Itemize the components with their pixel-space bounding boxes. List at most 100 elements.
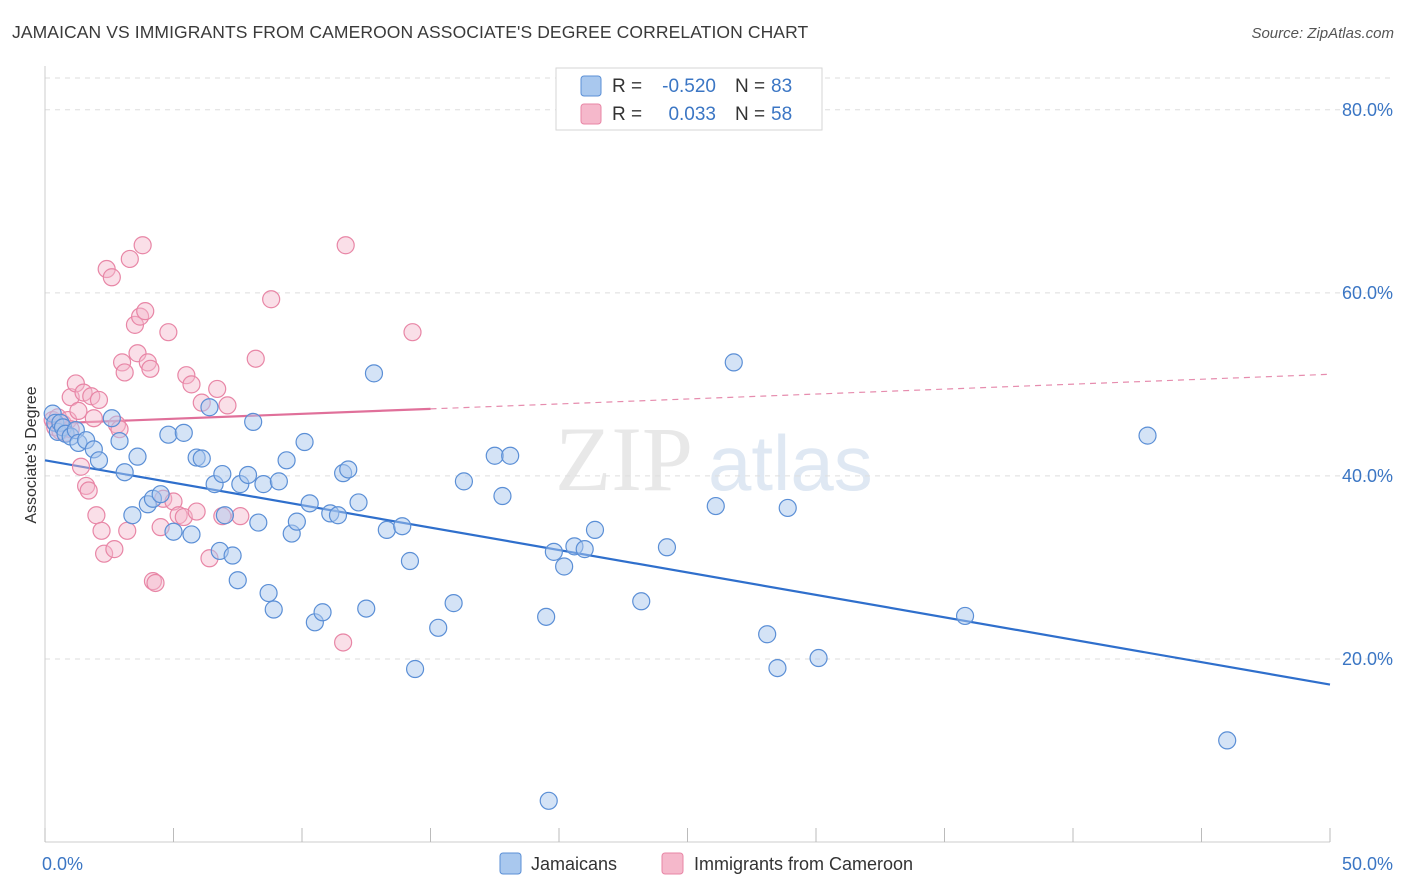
cameroon-point	[69, 401, 88, 420]
bottom-legend: Jamaicans Immigrants from Cameroon	[499, 852, 913, 875]
cameroon-point	[231, 507, 250, 526]
jamaican-point	[485, 446, 504, 465]
cameroon-point	[95, 544, 114, 563]
jamaican-point	[228, 571, 247, 590]
jamaican-points	[43, 353, 1237, 810]
jamaican-point	[115, 463, 134, 482]
jamaican-point	[758, 625, 777, 644]
jamaican-point	[544, 542, 563, 561]
cameroon-point	[177, 366, 196, 385]
jamaican-point	[364, 364, 384, 383]
jamaican-point	[632, 592, 651, 611]
jamaican-point	[249, 513, 268, 532]
jamaicans-trend-line	[44, 459, 1331, 686]
cameroon-point	[89, 390, 109, 410]
jamaican-point	[657, 538, 677, 557]
jamaican-point	[444, 594, 463, 613]
jamaican-point	[313, 603, 332, 622]
grid-lines	[45, 77, 1393, 660]
jamaican-point	[259, 583, 278, 603]
cameroon-point	[87, 506, 106, 525]
stats-swatch-pink	[580, 103, 602, 125]
y-axis-label: Associate's Degree	[23, 386, 40, 523]
stats-n-label-1: N =	[735, 76, 765, 97]
jamaican-point	[174, 423, 193, 442]
cameroon-point	[262, 290, 281, 309]
chart-title: JAMAICAN VS IMMIGRANTS FROM CAMEROON ASS…	[12, 22, 809, 42]
cameroon-trend-line-dashed	[430, 373, 1331, 410]
stats-swatch-blue	[580, 75, 602, 97]
watermark-atlas: atlas	[708, 419, 873, 507]
axes	[44, 66, 1331, 843]
jamaican-point	[295, 432, 314, 452]
stats-r-value-1: -0.520	[662, 76, 716, 97]
jamaican-point	[269, 472, 288, 491]
cameroon-point	[159, 323, 178, 342]
cameroon-point	[146, 573, 165, 593]
y-tick-label: 80.0%	[1342, 100, 1393, 120]
jamaican-point	[339, 460, 358, 479]
stats-r-label-1: R =	[612, 76, 642, 97]
cameroon-point	[105, 540, 124, 559]
cameroon-point	[130, 307, 150, 326]
cameroon-point	[128, 344, 147, 363]
cameroon-point	[218, 396, 237, 415]
cameroon-point	[120, 249, 139, 269]
cameroon-point	[246, 349, 265, 368]
cameroon-point	[118, 521, 137, 540]
x-tick-label-max: 50.0%	[1342, 854, 1393, 874]
stats-n-value-2: 58	[771, 104, 792, 125]
legend-swatch-cameroon	[661, 852, 684, 875]
jamaican-point	[429, 618, 448, 637]
cameroon-point	[66, 374, 85, 393]
jamaican-point	[300, 494, 319, 513]
legend-label-cameroon: Immigrants from Cameroon	[694, 854, 913, 874]
jamaican-point	[213, 464, 232, 484]
jamaican-point	[164, 522, 183, 541]
cameroon-point	[336, 236, 355, 255]
jamaican-point	[238, 465, 258, 485]
source-label: Source: ZipAtlas.com	[1251, 25, 1394, 42]
jamaican-point	[215, 506, 234, 525]
x-tick-label-min: 0.0%	[42, 854, 83, 874]
jamaican-point	[182, 525, 201, 544]
jamaican-point	[377, 520, 396, 539]
jamaican-point	[349, 493, 368, 512]
jamaican-point	[393, 517, 412, 536]
jamaican-point	[264, 600, 283, 619]
jamaican-point	[405, 659, 425, 679]
y-tick-label: 20.0%	[1342, 649, 1393, 669]
legend-label-jamaicans: Jamaicans	[531, 854, 617, 874]
jamaican-point	[192, 449, 211, 468]
stats-r-value-2: 0.033	[668, 104, 716, 125]
jamaican-point	[200, 398, 219, 417]
jamaican-point	[724, 353, 743, 372]
cameroon-point	[102, 268, 121, 287]
jamaican-point	[89, 451, 109, 470]
jamaican-point	[454, 472, 474, 491]
jamaican-point	[493, 486, 512, 506]
jamaican-point	[151, 485, 170, 504]
watermark-zip: ZIP	[555, 408, 693, 510]
cameroon-point	[334, 633, 353, 652]
stats-legend-box: R = -0.520 N = 83 R = 0.033 N = 58	[555, 67, 823, 131]
cameroon-point	[71, 457, 91, 476]
jamaican-point	[244, 412, 263, 431]
jamaican-point	[768, 658, 787, 678]
jamaican-point	[585, 520, 605, 539]
tick-labels: 20.0% 40.0% 60.0% 80.0% 0.0% 50.0%	[42, 100, 1393, 874]
jamaican-point	[1138, 426, 1157, 445]
jamaican-point	[223, 546, 242, 565]
jamaican-point	[102, 409, 121, 428]
legend-swatch-jamaicans	[499, 852, 522, 875]
jamaican-point	[254, 475, 273, 494]
cameroon-point	[143, 572, 163, 591]
cameroon-point	[403, 323, 422, 342]
cameroon-point	[92, 521, 111, 540]
jamaican-point	[357, 599, 376, 618]
stats-n-value-1: 83	[771, 76, 792, 97]
cameroon-point	[133, 236, 152, 255]
y-tick-label: 60.0%	[1342, 283, 1393, 303]
stats-n-label-2: N =	[735, 104, 765, 125]
